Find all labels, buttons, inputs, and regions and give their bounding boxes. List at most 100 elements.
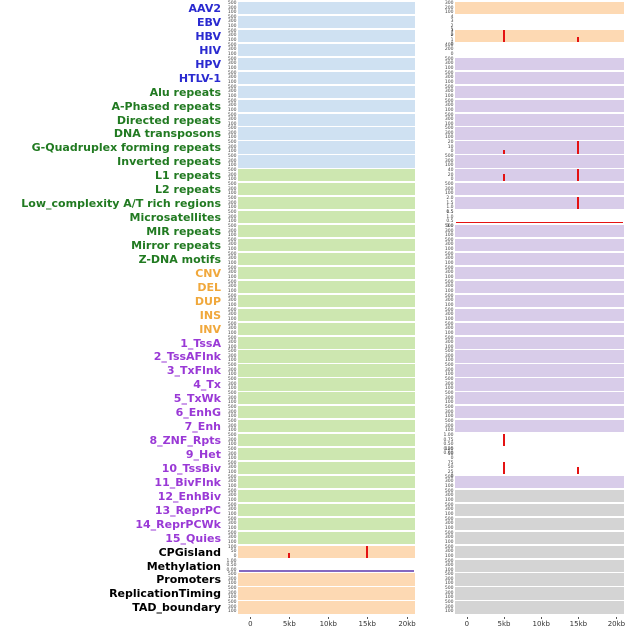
y-tick-label: 100: [227, 288, 237, 294]
track-panel-right: [455, 2, 624, 15]
y-tick-label: 500: [227, 14, 237, 20]
y-axis-ticks: 500 300 100: [439, 378, 455, 391]
y-tick-label: 100: [227, 37, 237, 43]
y-tick-label: 100: [227, 10, 237, 15]
signal-baseline: [456, 221, 623, 224]
track-panel-right: [455, 392, 624, 405]
y-tick-label: 300: [444, 535, 454, 541]
track-panel-left: [238, 489, 415, 502]
y-axis-ticks: 500 300 100: [439, 127, 455, 140]
feature-row: CPGisland 100 50 0 500 300 100: [2, 545, 624, 560]
y-tick-label: 300: [444, 395, 454, 401]
y-tick-label: 100: [444, 447, 454, 452]
row-label: 7_Enh: [184, 420, 221, 434]
y-tick-label: 500: [444, 293, 454, 299]
y-axis-ticks: 500 300 100: [439, 280, 455, 293]
y-axis-ticks: 500 300 100: [439, 224, 455, 237]
y-tick-label: 100: [227, 358, 237, 364]
y-tick-label: 0.50: [226, 563, 237, 568]
y-tick-label: 100: [227, 595, 237, 601]
signal-spike: [577, 141, 580, 154]
track-panel-left: [238, 461, 415, 475]
y-axis-ticks: 500 300 100: [439, 238, 455, 251]
y-axis-ticks: 500 300 100: [226, 197, 238, 210]
track-panel-left: [238, 531, 415, 544]
y-tick-label: 0.5: [446, 209, 454, 215]
track-panel-right: [455, 238, 624, 252]
feature-row: ReplicationTiming 500 300 100 500 300 100: [2, 587, 624, 601]
x-axis-right: 0 5kb 10kb 15kb 20kb: [455, 617, 625, 630]
row-label: HBV: [195, 29, 221, 43]
feature-row: 4_Tx 500 300 100 500 300 100: [2, 378, 624, 392]
y-axis-ticks: 500 300 100: [439, 531, 455, 544]
y-tick-label: 100: [444, 372, 454, 378]
track-panel-right: [455, 378, 624, 391]
y-tick-label: 100: [227, 149, 237, 155]
y-tick-label: 500: [444, 154, 454, 160]
y-tick-label: 100: [444, 581, 454, 587]
y-tick-label: 100: [227, 525, 237, 531]
y-tick-label: 500: [227, 377, 237, 383]
y-tick-label: 100: [227, 386, 237, 392]
y-axis-ticks: 500 300 100: [226, 155, 238, 168]
row-label: G-Quadruplex forming repeats: [31, 141, 221, 155]
x-tick-mark: [289, 617, 291, 619]
y-tick-label: 500: [227, 70, 237, 76]
row-label: HPV: [195, 57, 221, 71]
y-tick-label: 500: [444, 600, 454, 606]
y-tick-label: 100: [444, 10, 454, 15]
y-tick-label: 100: [444, 163, 454, 169]
y-tick-label: 20: [447, 140, 454, 146]
track-panel-right: [455, 420, 624, 433]
y-tick-label: 500: [227, 42, 237, 48]
y-tick-label: 300: [227, 284, 237, 290]
feature-row: 2_TssAFlnk 500 300 100 500 300 100: [2, 350, 624, 364]
y-tick-label: 100: [227, 539, 237, 545]
y-axis-ticks: 500 300 100: [439, 183, 455, 196]
row-label: Z-DNA motifs: [138, 252, 221, 266]
y-tick-label: 1.5: [446, 200, 454, 206]
y-axis-ticks: 500 300 100: [226, 474, 238, 488]
row-label: ReplicationTiming: [109, 587, 221, 601]
row-label: Mirror repeats: [131, 238, 221, 252]
row-label: EBV: [197, 15, 221, 29]
y-axis-ticks: 500 300 100: [226, 447, 238, 460]
y-tick-label: 300: [444, 340, 454, 345]
track-panel-left: [238, 573, 415, 586]
y-tick-label: 100: [444, 260, 454, 266]
y-tick-label: 300: [227, 33, 237, 39]
y-tick-label: 500: [444, 516, 454, 522]
signal-spike: [577, 467, 580, 475]
y-tick-label: 500: [227, 474, 237, 480]
y-tick-label: 300: [444, 256, 454, 262]
y-tick-label: 500: [227, 488, 237, 494]
y-tick-label: 100: [227, 428, 237, 434]
rows-container: AAV2 500 300 100 300 200 100 EBV 500 300 100 4 3 2 1 0 H…: [2, 1, 624, 615]
y-tick-label: 500: [227, 391, 237, 397]
y-tick-label: 300: [227, 451, 237, 457]
y-tick-label: 1: [450, 28, 454, 34]
y-axis-ticks: 500 300 100: [226, 99, 238, 112]
y-tick-label: 100: [444, 567, 454, 573]
y-axis-ticks: 500 300 100: [226, 127, 238, 140]
y-tick-label: 100: [227, 51, 237, 57]
track-panel-right: [455, 183, 624, 196]
track-panel-right: [455, 364, 624, 377]
track-panel-left: [238, 169, 415, 182]
y-tick-label: 100: [444, 414, 454, 420]
y-tick-label: 300: [227, 521, 237, 527]
y-tick-label: 100: [444, 121, 454, 127]
y-tick-label: 3: [450, 28, 454, 34]
y-tick-label: 400: [444, 42, 454, 48]
row-label: 12_EnhBiv: [157, 489, 221, 503]
y-tick-label: 100: [227, 511, 237, 517]
y-tick-label: 500: [444, 251, 454, 257]
track-panel-right: [455, 141, 624, 154]
x-tick-label: 5kb: [497, 619, 511, 628]
track-panel-left: [238, 448, 415, 461]
y-tick-label: 100: [227, 497, 237, 503]
track-panel-right: [455, 280, 624, 293]
feature-row: INV 500 300 100 500 300 100: [2, 322, 624, 337]
y-axis-ticks: 500 300 100: [226, 364, 238, 377]
track-panel-left: [238, 43, 415, 56]
